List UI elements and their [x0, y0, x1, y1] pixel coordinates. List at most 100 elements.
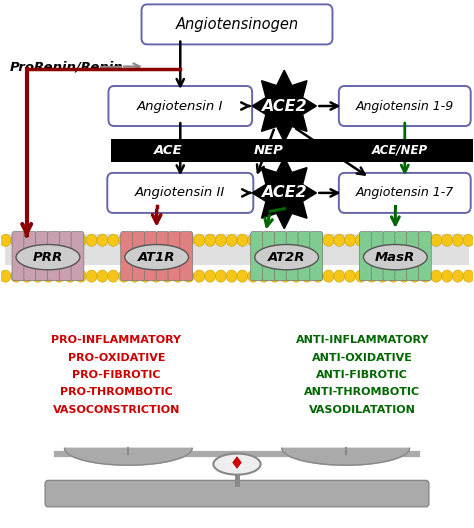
Circle shape [345, 234, 356, 247]
Text: NEP: NEP [254, 144, 283, 157]
Circle shape [258, 270, 269, 282]
Circle shape [64, 270, 75, 282]
FancyBboxPatch shape [289, 139, 474, 162]
Ellipse shape [255, 244, 319, 270]
Circle shape [431, 270, 442, 282]
Text: Angiotensin 1-7: Angiotensin 1-7 [356, 186, 454, 200]
FancyBboxPatch shape [107, 173, 253, 213]
FancyBboxPatch shape [251, 232, 264, 280]
Circle shape [226, 270, 237, 282]
Circle shape [237, 234, 248, 247]
Text: PRO-OXIDATIVE: PRO-OXIDATIVE [68, 353, 165, 363]
Text: VASODILATATION: VASODILATATION [309, 405, 416, 415]
Circle shape [431, 234, 442, 247]
Text: AT1R: AT1R [138, 251, 175, 263]
FancyBboxPatch shape [36, 232, 48, 280]
Circle shape [0, 270, 11, 282]
Circle shape [173, 270, 183, 282]
FancyBboxPatch shape [419, 232, 431, 280]
Circle shape [377, 270, 388, 282]
Circle shape [129, 234, 140, 247]
Circle shape [11, 270, 22, 282]
FancyBboxPatch shape [156, 232, 169, 280]
Circle shape [75, 234, 86, 247]
Circle shape [323, 270, 334, 282]
FancyBboxPatch shape [121, 232, 134, 280]
Circle shape [442, 270, 453, 282]
Text: ACE: ACE [154, 144, 183, 157]
Circle shape [420, 234, 431, 247]
FancyBboxPatch shape [407, 232, 419, 280]
FancyBboxPatch shape [339, 86, 471, 126]
Circle shape [452, 270, 463, 282]
Circle shape [366, 234, 377, 247]
Circle shape [97, 270, 108, 282]
Circle shape [248, 234, 259, 247]
Circle shape [377, 234, 388, 247]
Circle shape [162, 270, 173, 282]
Ellipse shape [125, 244, 189, 270]
Circle shape [334, 270, 345, 282]
Circle shape [183, 234, 194, 247]
Text: ACE2: ACE2 [262, 185, 307, 201]
FancyBboxPatch shape [133, 232, 146, 280]
Circle shape [388, 270, 399, 282]
FancyBboxPatch shape [45, 480, 429, 507]
Circle shape [442, 234, 453, 247]
Circle shape [64, 234, 75, 247]
Circle shape [108, 234, 118, 247]
Text: VASOCONSTRICTION: VASOCONSTRICTION [53, 405, 180, 415]
Ellipse shape [16, 244, 80, 270]
FancyBboxPatch shape [339, 173, 471, 213]
Circle shape [291, 234, 301, 247]
FancyBboxPatch shape [47, 232, 60, 280]
Circle shape [43, 234, 54, 247]
Circle shape [43, 270, 54, 282]
Circle shape [32, 270, 43, 282]
Text: Angiotensin I: Angiotensin I [137, 99, 223, 112]
Circle shape [151, 234, 162, 247]
Circle shape [173, 234, 183, 247]
Text: ANTI-FIBROTIC: ANTI-FIBROTIC [316, 370, 408, 380]
Text: ACE/NEP: ACE/NEP [372, 144, 428, 157]
Text: ProRenin/Renin: ProRenin/Renin [10, 60, 124, 73]
FancyBboxPatch shape [59, 232, 72, 280]
FancyBboxPatch shape [359, 232, 372, 280]
Circle shape [269, 270, 280, 282]
Circle shape [463, 234, 474, 247]
Circle shape [97, 234, 108, 247]
Circle shape [32, 234, 43, 247]
Circle shape [140, 270, 151, 282]
Circle shape [463, 270, 474, 282]
FancyBboxPatch shape [274, 232, 287, 280]
Circle shape [162, 234, 173, 247]
Circle shape [205, 270, 216, 282]
Circle shape [194, 270, 205, 282]
Circle shape [226, 234, 237, 247]
Polygon shape [252, 70, 317, 142]
FancyBboxPatch shape [211, 139, 327, 162]
Circle shape [194, 234, 205, 247]
Text: ANTI-OXIDATIVE: ANTI-OXIDATIVE [312, 353, 413, 363]
Text: Angiotensin 1-9: Angiotensin 1-9 [356, 99, 454, 112]
FancyBboxPatch shape [142, 4, 332, 44]
FancyBboxPatch shape [286, 232, 299, 280]
Text: AT2R: AT2R [268, 251, 305, 263]
Circle shape [54, 270, 65, 282]
Circle shape [301, 270, 312, 282]
Text: Angiotensin II: Angiotensin II [135, 186, 226, 200]
Text: ACE2: ACE2 [262, 99, 307, 114]
Circle shape [86, 270, 97, 282]
Circle shape [366, 270, 377, 282]
Circle shape [183, 270, 194, 282]
Text: MasR: MasR [375, 251, 415, 263]
Circle shape [280, 270, 291, 282]
FancyBboxPatch shape [371, 232, 384, 280]
Polygon shape [282, 448, 410, 465]
Ellipse shape [213, 454, 261, 475]
Text: ANTI-INFLAMMATORY: ANTI-INFLAMMATORY [296, 335, 429, 345]
Circle shape [21, 234, 32, 247]
Text: ANTI-THROMBOTIC: ANTI-THROMBOTIC [304, 388, 420, 398]
FancyBboxPatch shape [71, 232, 84, 280]
Text: Angiotensinogen: Angiotensinogen [175, 17, 299, 32]
